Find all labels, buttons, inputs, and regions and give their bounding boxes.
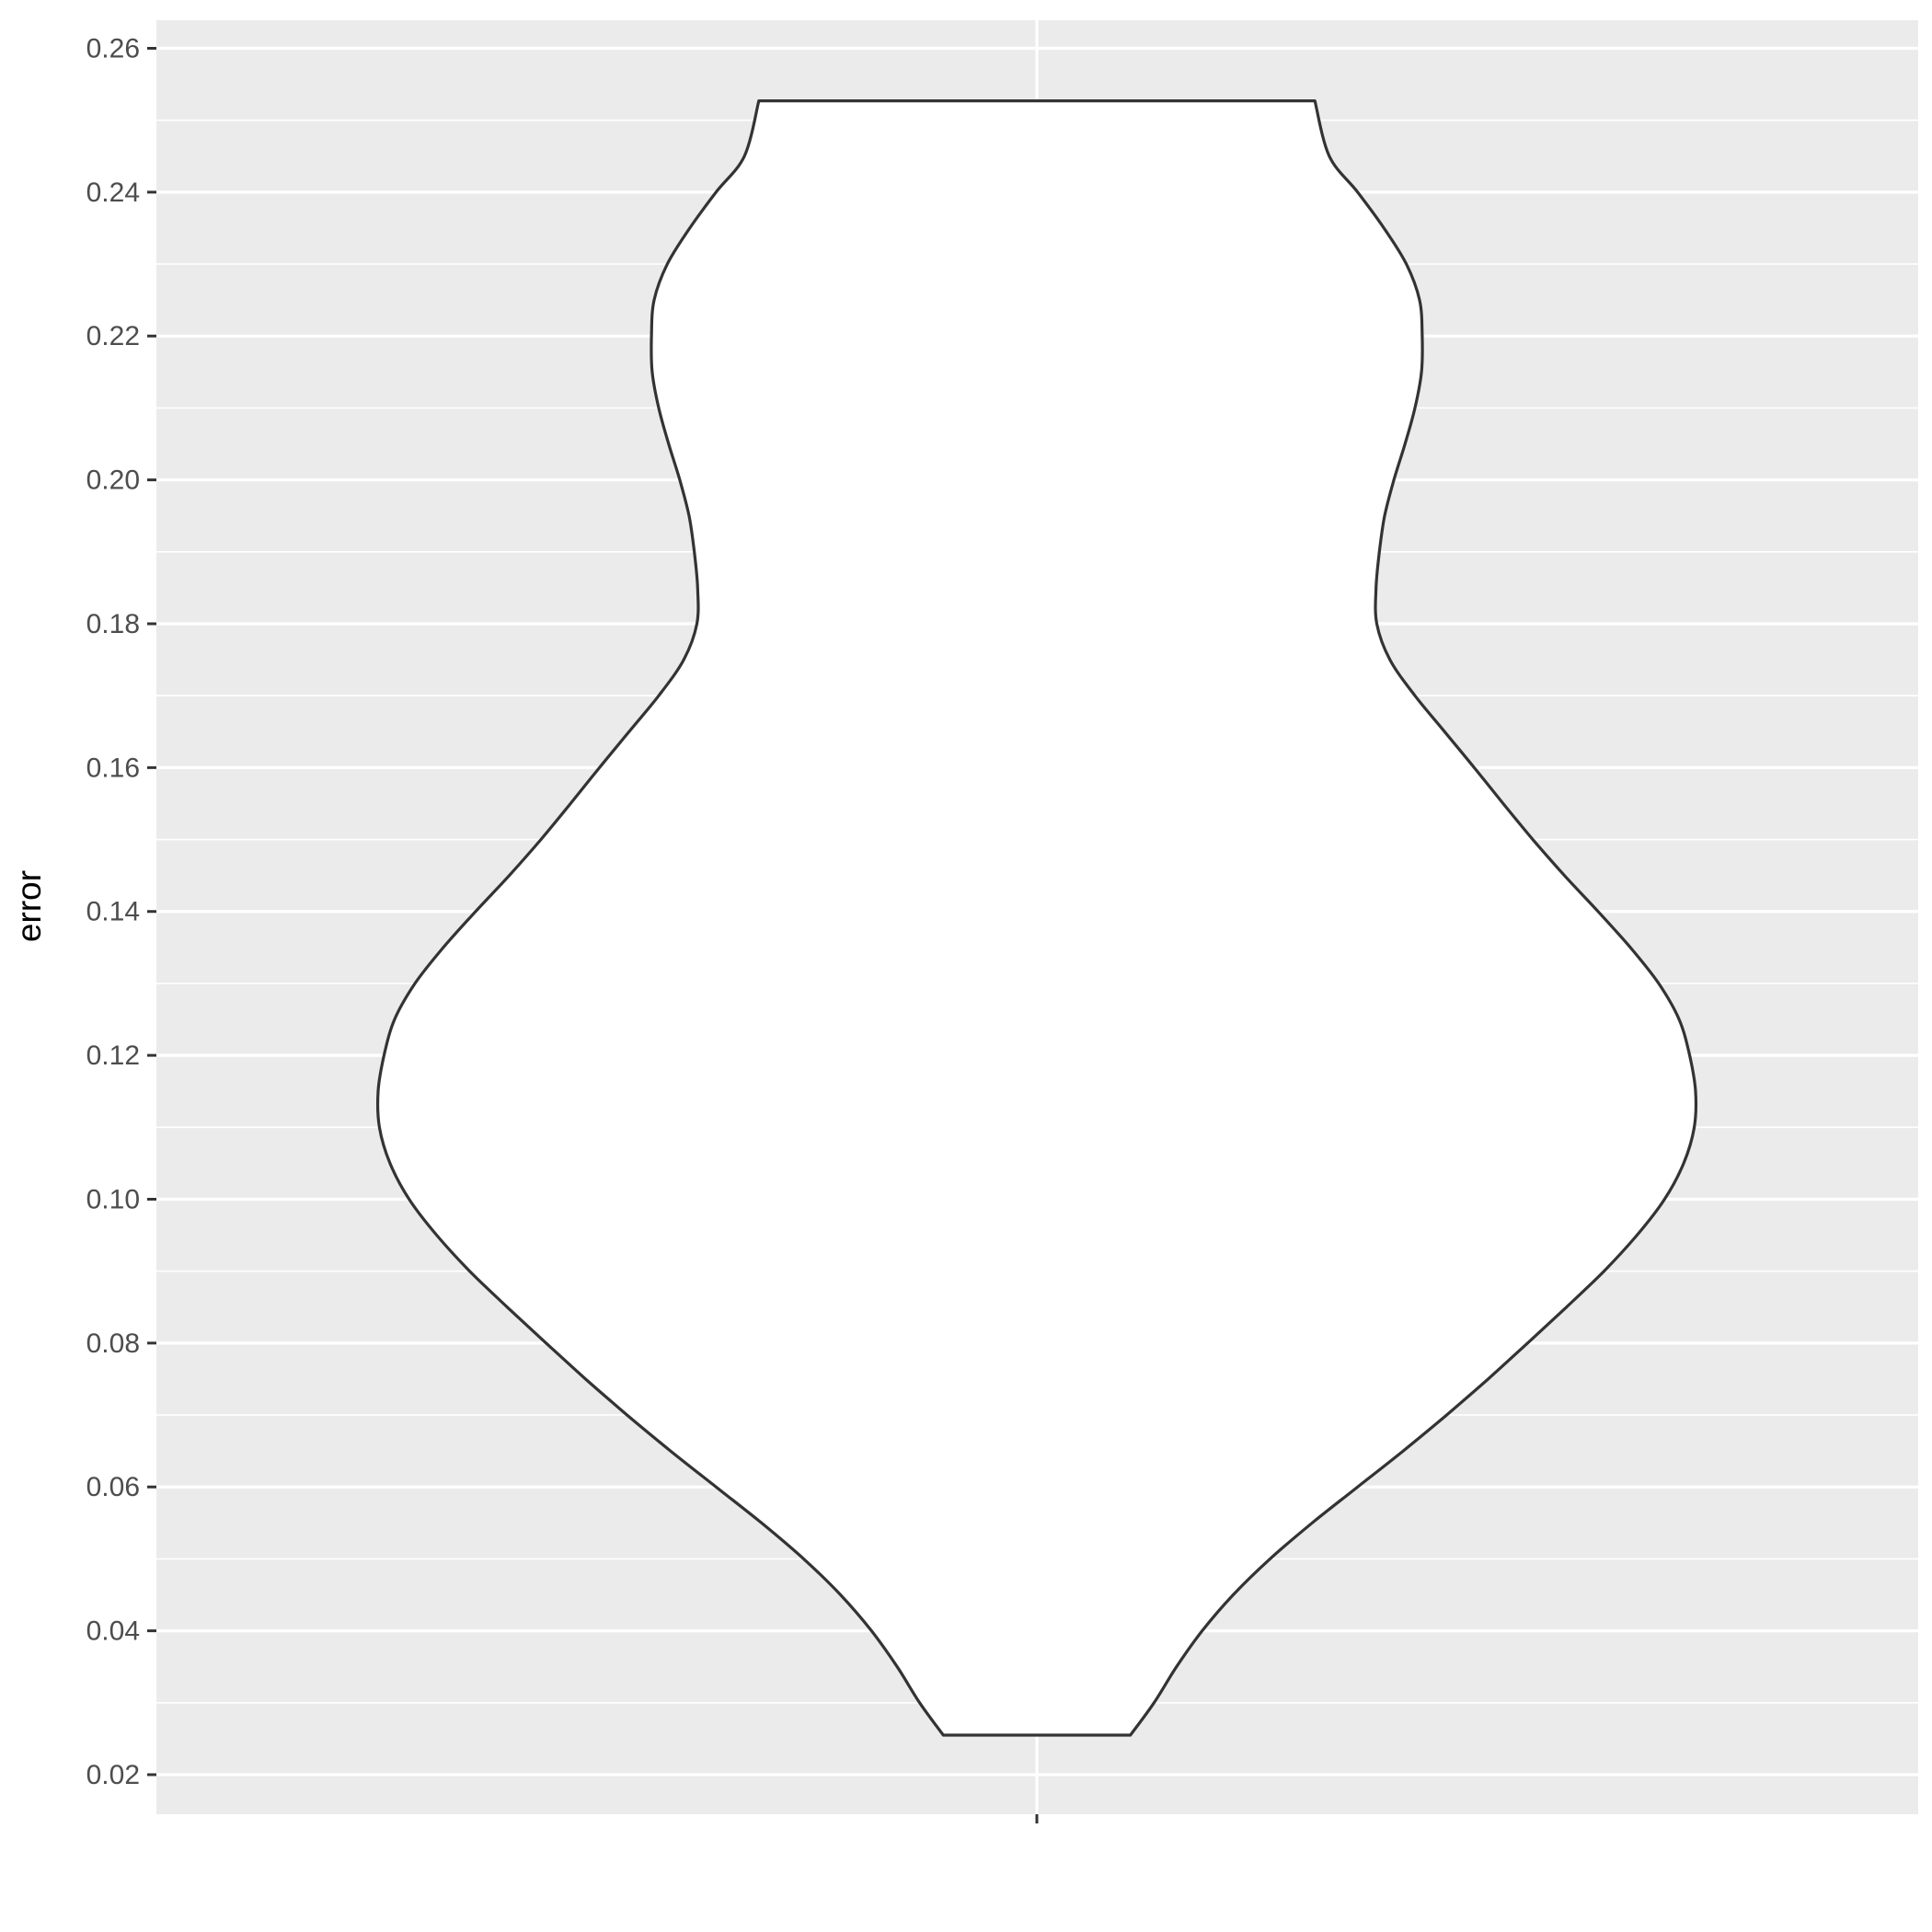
- y-tick-label: 0.10: [86, 1184, 140, 1214]
- y-tick-label: 0.04: [86, 1616, 140, 1647]
- y-tick-label: 0.08: [86, 1328, 140, 1359]
- y-tick-label: 0.18: [86, 609, 140, 639]
- y-tick-label: 0.14: [86, 897, 140, 927]
- y-tick-label: 0.26: [86, 33, 140, 63]
- y-tick-label: 0.12: [86, 1041, 140, 1071]
- y-tick-label: 0.24: [86, 178, 140, 208]
- y-axis-title: error: [10, 870, 48, 942]
- y-tick-label: 0.16: [86, 753, 140, 783]
- y-tick-label: 0.20: [86, 466, 140, 496]
- y-tick-label: 0.02: [86, 1760, 140, 1790]
- y-axis-ticks: [147, 48, 156, 1775]
- y-axis-tick-labels: 0.02 0.04 0.06 0.08 0.10 0.12 0.14 0.16 0.18 0.20…: [86, 33, 140, 1790]
- y-tick-label: 0.06: [86, 1472, 140, 1502]
- y-tick-label: 0.22: [86, 321, 140, 351]
